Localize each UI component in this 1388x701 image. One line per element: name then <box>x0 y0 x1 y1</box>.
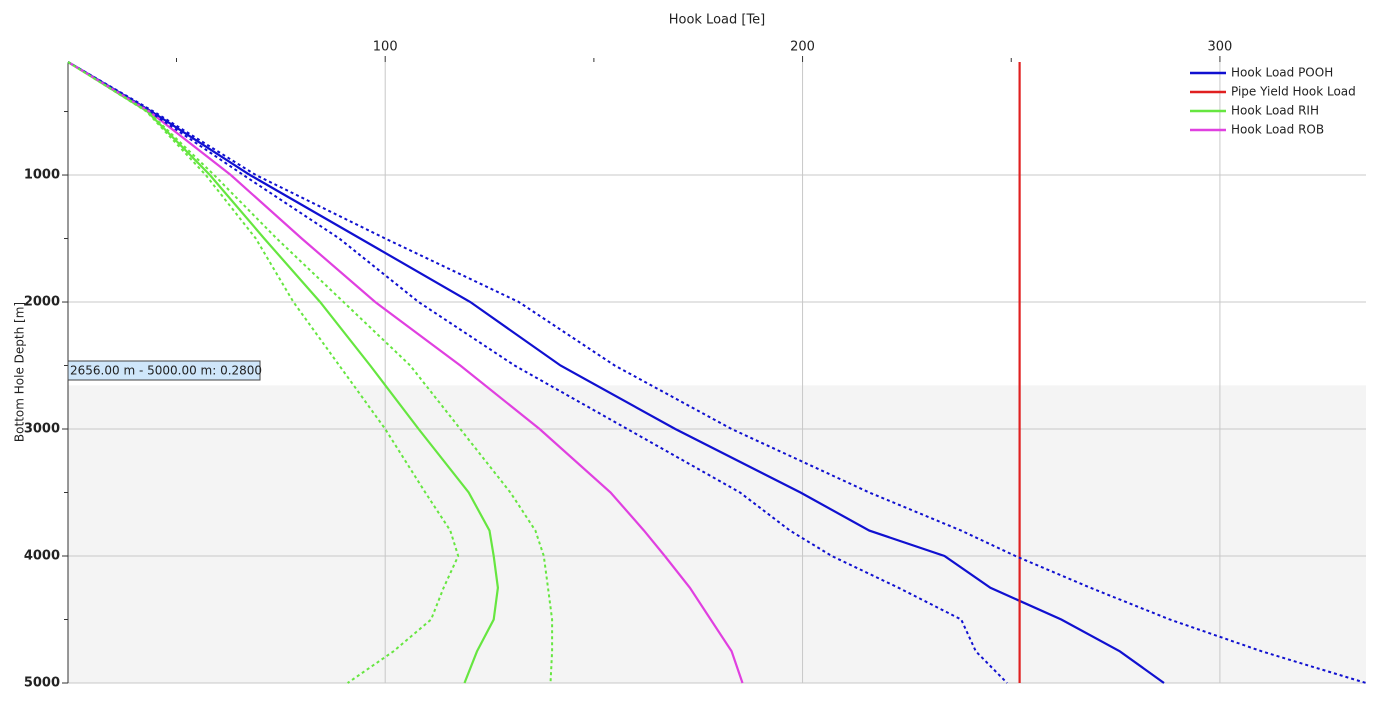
series-line <box>67 61 1367 684</box>
series-line <box>67 61 744 684</box>
legend-label: Pipe Yield Hook Load <box>1231 85 1356 99</box>
annotation-box <box>67 360 261 381</box>
chart-title: Hook Load [Te] <box>669 13 766 28</box>
x-tick-label: 200 <box>790 40 815 55</box>
legend-label: Hook Load RIH <box>1231 104 1319 118</box>
y-tick-label: 4000 <box>24 549 60 564</box>
y-tick-label: 1000 <box>24 168 60 183</box>
series-line <box>67 61 460 684</box>
x-tick-label: 300 <box>1208 40 1233 55</box>
legend-label: Hook Load POOH <box>1231 66 1333 80</box>
legend-label: Hook Load ROB <box>1231 123 1324 137</box>
series-line <box>67 61 500 684</box>
annotation-label: 2656.00 m - 5000.00 m: 0.2800 <box>70 364 262 378</box>
y-tick-label: 2000 <box>24 295 60 310</box>
series-line <box>67 61 554 684</box>
y-tick-label: 5000 <box>24 676 60 691</box>
series-line <box>67 61 1008 684</box>
x-tick-label: 100 <box>373 40 398 55</box>
y-tick-label: 3000 <box>24 422 60 437</box>
series-line <box>67 61 1165 684</box>
shaded-region <box>68 385 1366 683</box>
y-axis-label: Bottom Hole Depth [m] <box>13 302 27 442</box>
